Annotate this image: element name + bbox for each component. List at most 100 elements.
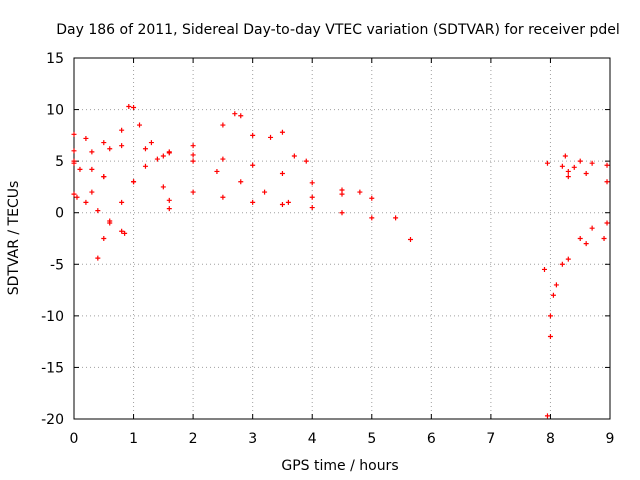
data-point: [544, 160, 550, 166]
data-point: [604, 220, 610, 226]
data-point: [589, 160, 595, 166]
data-point: [89, 166, 95, 172]
data-point: [238, 179, 244, 185]
data-point: [71, 148, 77, 154]
data-point: [309, 180, 315, 186]
data-point: [577, 158, 583, 164]
data-point: [160, 184, 166, 190]
data-point: [604, 179, 610, 185]
x-tick-label: 7: [486, 431, 495, 447]
data-point: [407, 237, 413, 243]
data-point: [126, 103, 132, 109]
data-point: [279, 171, 285, 177]
data-point: [142, 163, 148, 169]
x-tick-label: 6: [427, 431, 436, 447]
data-point: [339, 191, 345, 197]
data-point: [77, 166, 83, 172]
data-point: [565, 168, 571, 174]
data-point: [131, 179, 137, 185]
data-point: [220, 122, 226, 128]
data-point: [250, 199, 256, 205]
x-tick-label: 3: [248, 431, 257, 447]
data-point: [565, 256, 571, 262]
y-axis-label: SDTVAR / TECUs: [6, 181, 22, 296]
data-point: [547, 313, 553, 319]
data-point: [190, 189, 196, 195]
data-point: [214, 168, 220, 174]
data-point: [89, 189, 95, 195]
data-point: [565, 174, 571, 180]
y-tick-label: 0: [55, 206, 64, 222]
x-axis-label: GPS time / hours: [281, 458, 398, 474]
data-point: [137, 122, 143, 128]
data-point: [601, 236, 607, 241]
data-point: [160, 153, 166, 159]
y-tick-label: 15: [46, 51, 64, 67]
data-point: [131, 105, 137, 111]
chart-title: Day 186 of 2011, Sidereal Day-to-day VTE…: [56, 22, 620, 38]
data-point: [89, 149, 95, 155]
y-tick-label: -5: [50, 257, 64, 273]
data-point: [148, 140, 154, 146]
data-point: [154, 156, 160, 162]
x-tick-label: 8: [546, 431, 555, 447]
data-point: [190, 158, 196, 164]
y-tick-label: -10: [41, 309, 64, 325]
data-point: [166, 197, 172, 203]
data-point: [262, 189, 268, 195]
data-point: [309, 205, 315, 211]
x-tick-label: 2: [189, 431, 198, 447]
data-point: [95, 208, 101, 214]
data-point: [232, 111, 238, 117]
x-tick-label: 5: [367, 431, 376, 447]
x-tick-label: 0: [70, 431, 79, 447]
data-point: [577, 236, 583, 241]
data-point: [101, 140, 107, 146]
y-tick-label: -15: [41, 360, 64, 376]
data-point: [547, 333, 553, 339]
data-point: [119, 143, 125, 149]
data-point: [74, 194, 80, 200]
data-point: [279, 201, 285, 207]
data-point: [119, 199, 125, 205]
data-point: [369, 195, 375, 201]
data-point: [250, 162, 256, 168]
data-point: [339, 210, 345, 216]
data-point: [101, 174, 107, 180]
data-point: [553, 282, 559, 288]
x-tick-labels: 0 1 2 3 4 5 6 7 8 9: [70, 431, 615, 447]
data-point: [190, 143, 196, 149]
data-point: [166, 150, 172, 156]
data-point: [107, 220, 113, 226]
data-point: [101, 236, 107, 241]
data-point: [562, 153, 568, 159]
data-point: [559, 163, 565, 169]
data-point: [550, 292, 556, 298]
x-tick-label: 9: [606, 431, 615, 447]
data-point: [393, 215, 399, 221]
data-point: [544, 413, 550, 419]
data-point: [268, 134, 274, 140]
data-point: [250, 132, 256, 138]
data-point: [95, 255, 101, 261]
data-point: [107, 146, 113, 152]
data-point: [83, 199, 89, 205]
data-point: [83, 135, 89, 141]
data-point: [589, 225, 595, 231]
data-point: [190, 152, 196, 158]
data-point: [166, 206, 172, 212]
data-point: [238, 113, 244, 119]
data-point: [119, 228, 125, 234]
data-point: [220, 194, 226, 200]
data-points: [71, 103, 610, 419]
data-point: [291, 153, 297, 159]
data-point: [142, 146, 148, 152]
y-tick-label: 5: [55, 154, 64, 170]
data-point: [71, 131, 77, 137]
data-point: [357, 189, 363, 195]
data-point: [285, 199, 291, 205]
data-point: [119, 127, 125, 133]
data-point: [303, 158, 309, 164]
data-point: [583, 171, 589, 177]
